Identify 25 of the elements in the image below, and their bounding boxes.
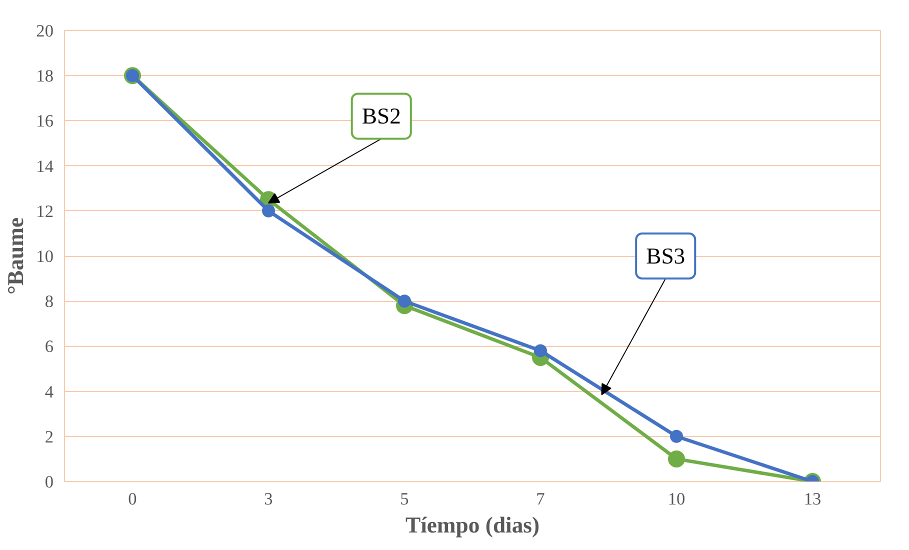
y-tick-label: 20 — [36, 22, 54, 40]
y-tick-label: 12 — [36, 202, 54, 221]
y-tick-label: 18 — [36, 66, 54, 86]
point — [670, 430, 683, 443]
y-tick-label: 0 — [44, 472, 54, 492]
y-axis-title: °Baume — [3, 217, 28, 295]
point — [262, 204, 275, 218]
y-tick-label: 10 — [36, 247, 54, 266]
point — [668, 450, 685, 468]
x-tick-label: 10 — [668, 490, 686, 508]
text: BS3 — [646, 244, 686, 268]
y-tick-label: 4 — [44, 382, 54, 402]
x-tick-label: 7 — [536, 490, 546, 508]
x-tick-label: 3 — [264, 490, 273, 508]
x-tick-label: 0 — [128, 490, 137, 508]
x-axis-title: Tíempo (dias) — [405, 512, 540, 538]
y-tick-label: 14 — [36, 156, 54, 176]
text: BS2 — [362, 104, 401, 129]
y-tick-label: 6 — [44, 337, 54, 356]
x-tick-label: 13 — [804, 490, 822, 508]
y-tick-label: 2 — [44, 427, 54, 446]
x-tick-label: 5 — [400, 490, 409, 508]
y-tick-label: 8 — [44, 292, 54, 312]
y-tick-label: 16 — [36, 112, 54, 131]
point — [534, 344, 547, 358]
